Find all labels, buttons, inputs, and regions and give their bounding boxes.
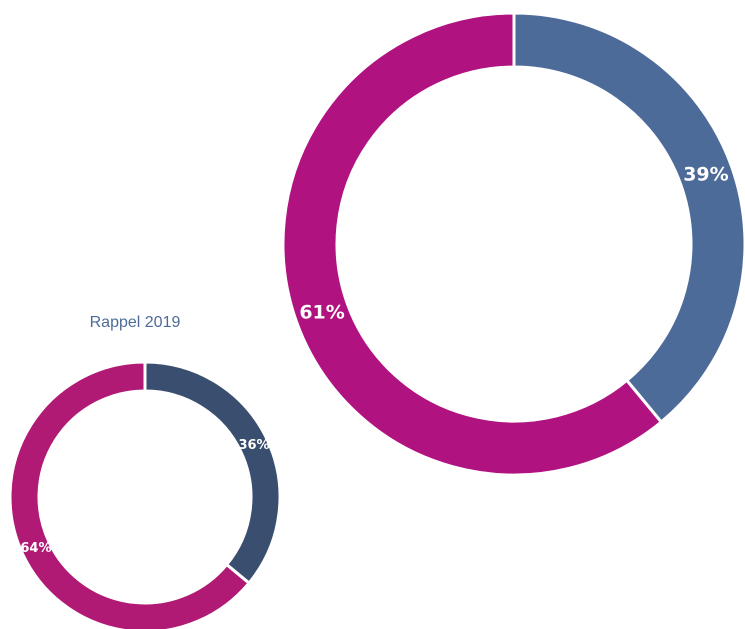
data-label: 36% [238, 438, 269, 453]
data-label: 61% [299, 302, 344, 324]
donut-segment [281, 11, 664, 477]
data-label: 64% [20, 541, 51, 556]
donut-segment [8, 360, 252, 629]
chart-title: Rappel 2019 [90, 314, 181, 331]
donut-segment [143, 360, 282, 586]
donut-segment [512, 11, 745, 425]
data-label: 39% [683, 163, 728, 185]
